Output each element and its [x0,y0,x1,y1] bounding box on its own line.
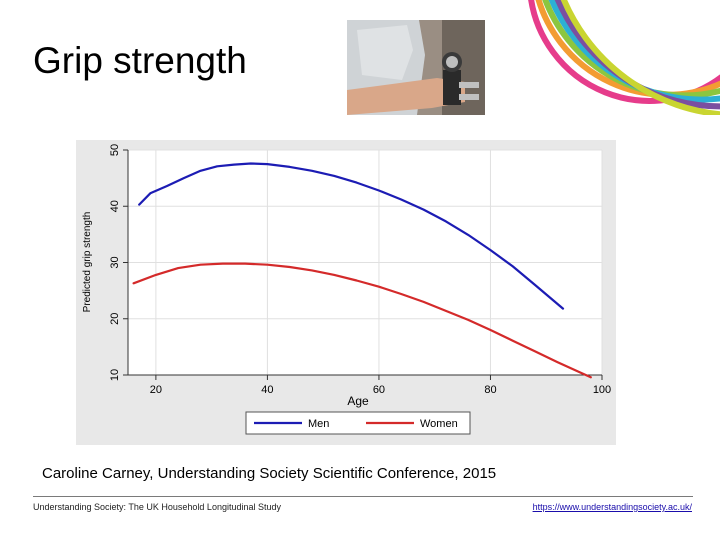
y-axis-label: Predicted grip strength [82,212,93,313]
chart-legend: Men Women [245,411,471,435]
brand-arc [535,0,720,98]
y-tick-label: 10 [109,369,121,381]
legend-label: Men [308,418,329,430]
brand-arc [560,0,720,115]
series-line-women [132,262,592,379]
brand-arc [542,0,720,99]
y-tick-label: 40 [109,200,121,212]
x-tick-label: 20 [150,384,162,396]
brand-arcs-logo [528,0,720,115]
slide-caption: Caroline Carney, Understanding Society S… [42,465,497,482]
y-tick-label: 20 [109,313,121,325]
slide-title: Grip strength [33,40,247,81]
grip-strength-chart: 10 20 30 40 50 20 40 60 80 100 Age Predicted grip… [82,144,611,435]
footer-website-link[interactable]: https://www.understandingsociety.ac.uk/ [532,502,692,512]
x-axis-label: Age [347,394,369,408]
footer-divider [33,496,693,497]
legend-box [245,411,471,435]
series-line-men [138,162,565,310]
grip-test-photo [347,20,485,115]
y-tick-label: 30 [109,256,121,268]
y-tick-label: 50 [109,144,121,156]
x-tick-label: 40 [261,384,273,396]
x-tick-label: 100 [593,384,611,396]
x-tick-label: 80 [484,384,496,396]
x-tick-label: 60 [373,384,385,396]
footer-study-name: Understanding Society: The UK Household … [33,502,281,512]
chart-panel: 10 20 30 40 50 20 40 60 80 100 Age Predicted grip… [76,140,616,445]
legend-label: Women [420,418,458,430]
